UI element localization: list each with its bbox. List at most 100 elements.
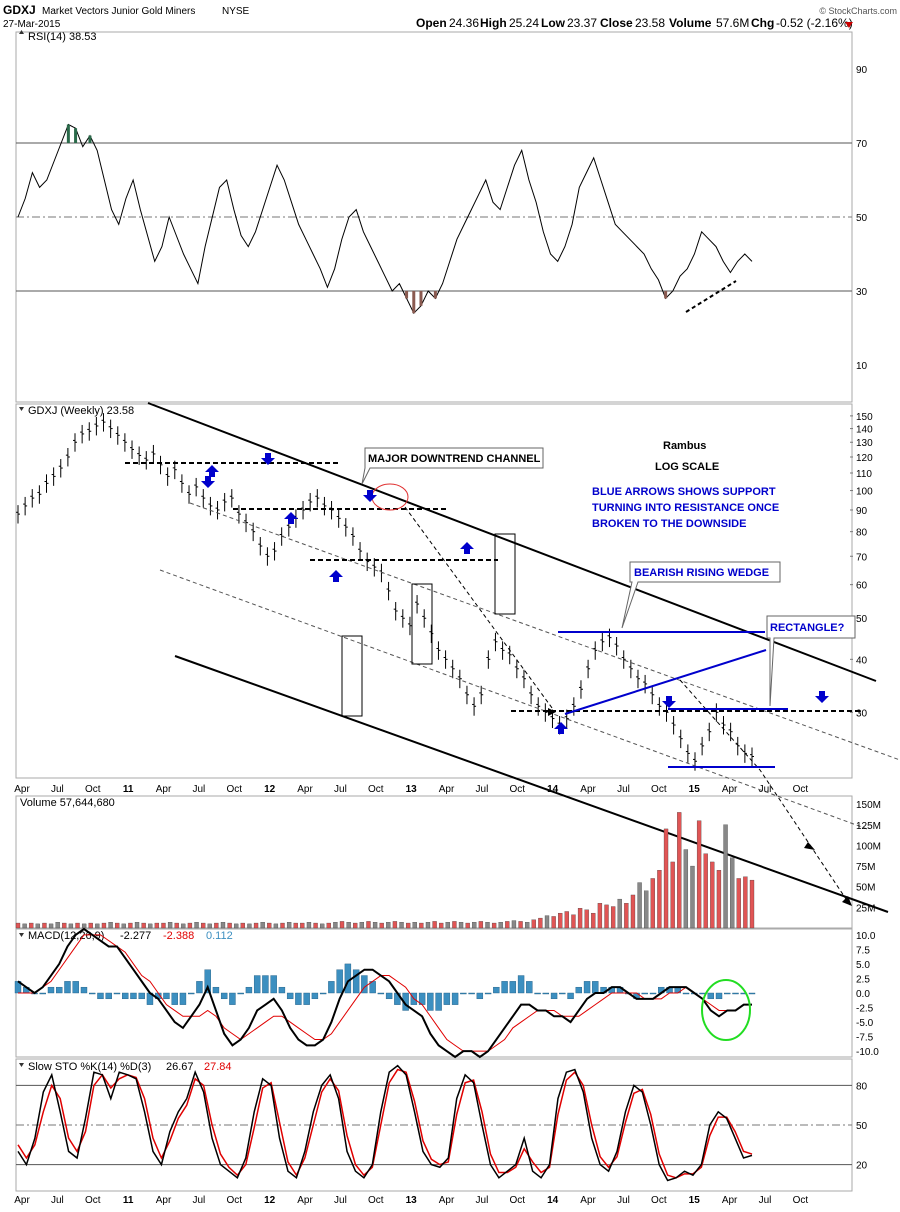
x-tick-label: 13 xyxy=(406,784,418,795)
x-tick-label: Jul xyxy=(334,1195,347,1206)
volume-bar xyxy=(320,923,325,929)
volume-bar xyxy=(716,870,722,929)
macd-hist-bar xyxy=(344,963,352,994)
rsi-tick-label: 10 xyxy=(856,361,868,372)
low-label: Low xyxy=(541,16,566,30)
low-value: 23.37 xyxy=(567,16,597,30)
x-tick-label: 11 xyxy=(123,784,134,795)
x-tick-label: 11 xyxy=(123,1195,134,1206)
x-tick-label: 12 xyxy=(264,1195,276,1206)
volume-bar xyxy=(101,922,107,929)
volume-bar xyxy=(115,922,120,929)
macd-hist-bar xyxy=(641,992,648,995)
macd-hist-bar xyxy=(361,975,368,994)
macd-tick-label: 10.0 xyxy=(856,931,876,942)
rsi-grid: 90 70 50 30 10 xyxy=(16,65,868,372)
label-rambus: Rambus xyxy=(663,440,706,452)
close-label: Close xyxy=(600,16,633,30)
exchange: NYSE xyxy=(222,6,250,17)
price-tick-label: 140 xyxy=(856,425,873,436)
macd-hist-bar xyxy=(278,986,286,994)
macd-hist-bar xyxy=(517,975,525,994)
macd-hist-bar xyxy=(649,992,657,995)
x-tick-label: Apr xyxy=(722,1195,738,1206)
volume-bar xyxy=(458,922,464,929)
arrowhead-icon xyxy=(804,842,815,850)
volume-bar xyxy=(690,865,695,929)
volume-bar xyxy=(439,922,444,929)
macd-hist-bar xyxy=(468,992,475,995)
x-tick-label: 14 xyxy=(547,1195,559,1206)
sto-d-value: 27.84 xyxy=(204,1061,232,1073)
x-tick-label: Oct xyxy=(793,784,809,795)
volume-bar xyxy=(577,908,583,929)
volume-bar xyxy=(525,922,530,929)
x-tick-label: Oct xyxy=(651,1195,667,1206)
volume-bar xyxy=(637,882,642,929)
volume-bar xyxy=(610,906,616,929)
volume-bar xyxy=(703,853,708,929)
high-value: 25.24 xyxy=(509,16,539,30)
blue-down-arrow-icon xyxy=(201,476,215,488)
volume-bar xyxy=(392,921,398,929)
price-tick-label: 30 xyxy=(856,708,868,719)
sto-legend-name: Slow STO %K(14) %D(3) xyxy=(28,1061,151,1073)
volume-bar xyxy=(551,916,556,929)
volume-bar xyxy=(405,922,411,929)
macd-hist-bar xyxy=(352,969,360,994)
open-value: 24.36 xyxy=(449,16,479,30)
x-tick-label: 13 xyxy=(406,1195,418,1206)
macd-tick-label: -2.5 xyxy=(856,1004,874,1015)
macd-hist-bar xyxy=(97,992,104,1000)
x-tick-label: Jul xyxy=(759,1195,772,1206)
macd-hist-bar xyxy=(130,992,137,1000)
volume-bar xyxy=(650,878,655,929)
x-tick-label: Apr xyxy=(439,784,455,795)
volume-bar xyxy=(366,921,371,929)
volume-label: Volume xyxy=(669,16,712,30)
macd-hist-bar xyxy=(377,992,385,995)
x-tick-label: Oct xyxy=(368,1195,384,1206)
blue-up-arrow-icon xyxy=(329,570,343,582)
volume-bar xyxy=(161,922,166,929)
volume-bar xyxy=(22,923,27,929)
macd-hist-bar xyxy=(47,986,55,994)
company-name: Market Vectors Junior Gold Miners xyxy=(42,6,195,17)
box-3 xyxy=(494,533,516,615)
volume-bar xyxy=(55,922,60,929)
macd-hist-bar xyxy=(39,992,46,995)
macd-hist-bar xyxy=(559,992,566,995)
rsi-tick-label: 30 xyxy=(856,287,868,298)
volume-bar xyxy=(531,919,536,929)
macd-tick-label: 0.0 xyxy=(856,989,870,1000)
macd-hist-bar xyxy=(460,992,467,995)
volume-bar xyxy=(419,922,424,929)
macd-legend-name: MACD(12,26,9) xyxy=(28,930,104,942)
volume-bar xyxy=(181,923,186,929)
volume-bar xyxy=(445,922,450,929)
box-1 xyxy=(341,635,363,717)
x-tick-label: Jul xyxy=(193,784,206,795)
x-tick-label: Jul xyxy=(51,1195,64,1206)
volume-bar xyxy=(591,912,596,929)
x-tick-label: Oct xyxy=(226,1195,242,1206)
macd-hist-bar xyxy=(707,992,714,1000)
macd-value: -2.277 xyxy=(120,930,151,942)
volume-bar xyxy=(273,923,279,929)
volume-bar xyxy=(478,921,484,929)
volume-bar xyxy=(306,922,312,929)
macd-hist-bar xyxy=(122,992,129,1000)
channel-top-line xyxy=(147,402,877,682)
volume-bar xyxy=(134,922,140,929)
volume-bar xyxy=(174,922,179,929)
macd-hist-bar xyxy=(319,992,327,995)
volume-bar xyxy=(247,923,252,929)
x-tick-label: Jul xyxy=(51,784,64,795)
x-tick-label: Jul xyxy=(759,784,772,795)
chg-value: -0.52 (-2.16%) xyxy=(776,16,853,30)
volume-bar xyxy=(544,915,550,929)
macd-hist-bar xyxy=(575,986,583,994)
volume-bar xyxy=(452,921,457,929)
volume-legend: Volume 57,644,680 xyxy=(20,797,115,809)
volume-bar xyxy=(167,922,173,929)
